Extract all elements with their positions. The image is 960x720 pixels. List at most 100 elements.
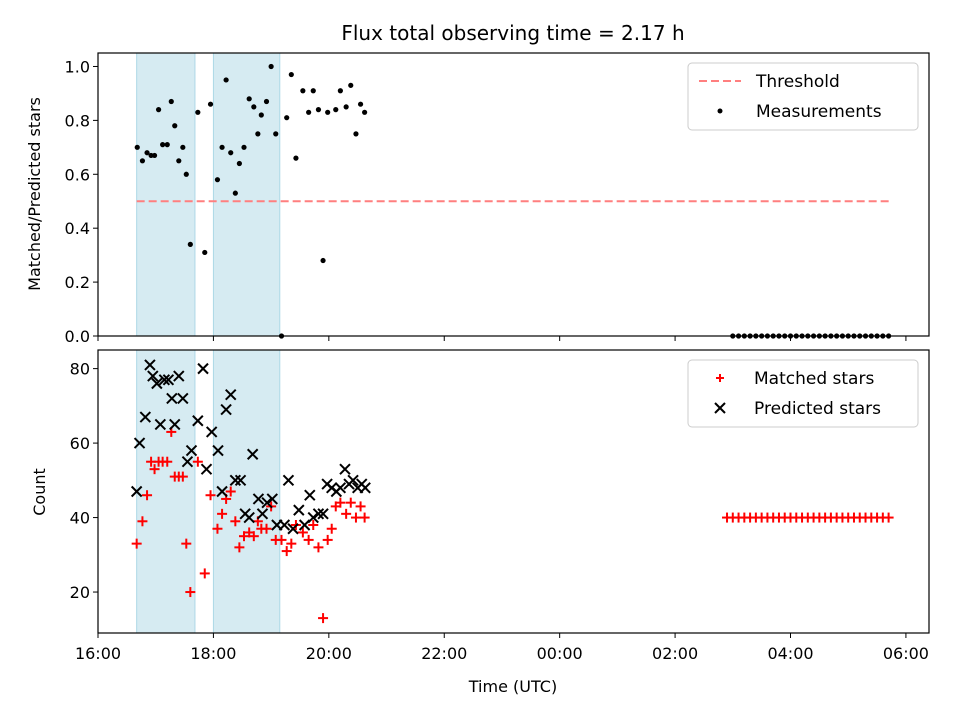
top-measurements-point-32 [284, 115, 290, 121]
bottom-predicted-stars-point-51 [359, 482, 371, 494]
bottom-predicted-stars-point-20 [216, 485, 228, 498]
bottom-predicted-stars-point-34 [282, 474, 295, 487]
bottom-predicted-stars-point-26 [243, 511, 255, 524]
bottom-predicted-stars-point-36 [293, 504, 305, 516]
top-measurements-point-37 [310, 88, 316, 94]
bottom-matched-stars-point-41 [326, 523, 337, 534]
bottom-y-tick-label-0: 20 [70, 583, 90, 602]
bottom-matched-stars-point-0 [131, 538, 142, 549]
top-shaded-interval-1 [212, 52, 281, 337]
bottom-predicted-stars-point-8 [162, 374, 175, 386]
top-measurements-point-28 [263, 98, 270, 105]
bottom-matched-stars-point-22 [234, 542, 245, 553]
x-tick-label-2: 20:00 [306, 644, 352, 663]
top-y-tick-label-3: 0.6 [65, 165, 90, 184]
legend-threshold-label: Threshold [755, 72, 840, 92]
bottom-matched-stars-point-17 [212, 523, 223, 534]
top-measurements-point-33 [288, 71, 294, 78]
top-measurements-point-44 [348, 82, 354, 88]
bottom-panel: 20 40 60 80 16:00 18:00 20:00 22:00 00:00 02:00 0… [30, 349, 930, 696]
top-measurements-point-20 [228, 150, 234, 156]
bottom-matched-stars-point-35 [297, 527, 308, 538]
bottom-matched-stars-point-32 [281, 546, 292, 557]
top-measurements-point-27 [258, 112, 264, 118]
bottom-predicted-stars-point-7 [158, 374, 171, 386]
top-measurements-point-41 [333, 107, 339, 113]
bottom-matched-stars-point-13 [185, 587, 196, 598]
legend-measurements-marker [717, 108, 723, 114]
top-x-ticks [97, 336, 907, 341]
top-measurements-point-35 [300, 88, 306, 94]
x-tick-label-7: 06:00 [883, 644, 929, 663]
top-measurements-point-40 [325, 109, 331, 115]
legend-predicted-label: Predicted stars [754, 399, 881, 419]
bottom-predicted-stars-point-14 [185, 444, 198, 457]
bottom-matched-stars-point-1 [137, 516, 148, 527]
bottom-legend-box [687, 359, 919, 428]
bottom-matched-stars-point-16 [205, 490, 216, 501]
top-y-tick-label-0: 0.0 [65, 327, 90, 346]
bottom-predicted-stars-point-3 [144, 359, 156, 371]
bottom-predicted-stars-point-27 [246, 448, 259, 460]
top-measurements-point-26 [255, 131, 261, 137]
bottom-matched-stars-point-20 [225, 486, 236, 497]
bottom-predicted-stars-point-31 [266, 493, 278, 505]
top-measurements-point-0 [134, 144, 140, 150]
top-axes-frame [97, 52, 930, 337]
x-tick-label-4: 00:00 [537, 644, 583, 663]
bottom-shaded-interval-1 [212, 349, 281, 634]
top-measurements-point-47 [362, 109, 368, 115]
bottom-predicted-stars-point-9 [166, 392, 178, 405]
x-tick-label-1: 18:00 [190, 644, 236, 663]
bottom-predicted-stars-point-38 [304, 489, 316, 501]
top-measurements-point-1 [139, 158, 146, 164]
top-measurements-point-21 [232, 190, 238, 196]
bottom-predicted-stars-point-40 [312, 508, 325, 520]
bottom-matched-stars-point-43 [335, 497, 346, 508]
bottom-predicted-stars-point-16 [197, 362, 209, 375]
top-measurements-point-25 [251, 104, 257, 110]
top-measurements-point-29 [268, 63, 274, 70]
bottom-x-ticks: 16:00 18:00 20:00 22:00 00:00 02:00 04:00 06:00 [75, 633, 929, 663]
bottom-matched-stars-point-18 [217, 508, 228, 519]
top-measurements-point-45 [353, 131, 359, 137]
top-measurements-point-11 [180, 144, 186, 150]
top-measurements-point-18 [219, 144, 225, 150]
top-shaded-intervals [136, 52, 281, 337]
legend-predicted-marker [714, 402, 726, 414]
bottom-predicted-stars-point-24 [234, 474, 247, 487]
bottom-matched-stars-point-38 [313, 542, 324, 553]
top-y-tick-label-2: 0.4 [65, 219, 90, 238]
bottom-matched-stars-point-31 [276, 534, 287, 545]
bottom-matched-stars-point-33 [286, 538, 297, 549]
bottom-y-tick-label-2: 60 [70, 434, 90, 453]
bottom-predicted-stars-point-13 [181, 456, 194, 468]
bottom-predicted-stars-point-23 [229, 474, 242, 487]
legend-measurements-label: Measurements [756, 102, 882, 122]
bottom-predicted-stars-point-28 [252, 493, 265, 505]
bottom-predicted-stars-point-15 [192, 415, 204, 427]
x-tick-label-0: 16:00 [75, 644, 121, 663]
bottom-predicted-stars-point-19 [212, 444, 224, 457]
bottom-matched-stars-point-48 [359, 512, 370, 523]
top-measurements-point-12 [183, 171, 189, 177]
bottom-predicted-stars-point-30 [261, 496, 273, 509]
top-measurements-point-8 [168, 98, 174, 105]
bottom-predicted-stars-point-5 [151, 377, 163, 390]
bottom-predicted-stars-point-35 [287, 523, 299, 535]
top-shaded-interval-0 [136, 52, 196, 337]
bottom-axes-frame [97, 349, 930, 634]
bottom-matched-stars-point-14 [192, 456, 203, 467]
bottom-y-tick-label-1: 40 [70, 509, 90, 528]
top-measurements-point-38 [315, 107, 322, 113]
top-measurements-point-22 [236, 160, 242, 167]
top-y-axis-label: Matched/Predicted stars [25, 97, 44, 291]
top-measurements-point-16 [207, 101, 214, 107]
x-tick-label-6: 04:00 [767, 644, 813, 663]
bottom-matched-stars-point-12 [181, 538, 192, 549]
bottom-shaded-interval-0 [136, 349, 196, 634]
bottom-predicted-stars-point-6 [154, 418, 167, 431]
bottom-predicted-stars-point-39 [307, 511, 319, 524]
bottom-matched-stars-point-37 [308, 520, 319, 531]
bottom-predicted-stars-point-1 [133, 437, 146, 449]
